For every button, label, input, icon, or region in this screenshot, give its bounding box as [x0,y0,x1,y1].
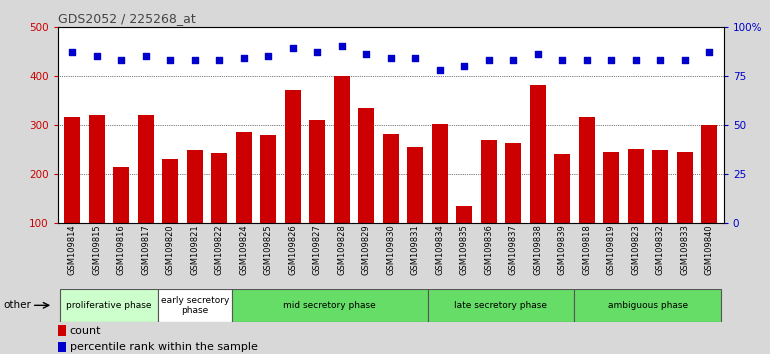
Point [507,57,520,63]
Bar [310,120,325,223]
Bar [285,90,301,223]
Point [703,49,715,55]
Bar [603,152,619,223]
Bar [574,289,721,322]
Point [581,57,593,63]
Point [286,45,299,51]
Bar [58,325,65,336]
Bar [407,147,424,223]
Text: percentile rank within the sample: percentile rank within the sample [70,342,258,352]
Bar [212,153,227,223]
Point [605,57,618,63]
Bar [334,76,350,223]
Bar [58,342,65,353]
Point [164,57,176,63]
Text: ambiguous phase: ambiguous phase [608,301,688,310]
Point [458,63,470,69]
Point [91,53,103,59]
Bar [628,149,644,223]
Bar [457,206,472,223]
Bar [677,152,692,223]
Bar [162,159,179,223]
Point [434,67,446,73]
Bar [427,289,574,322]
Bar [65,118,80,223]
Bar [652,150,668,223]
Bar [138,115,154,223]
Bar [232,289,427,322]
Bar [260,135,276,223]
Point [311,49,323,55]
Bar [89,115,105,223]
Point [336,44,348,49]
Point [213,57,226,63]
Bar [530,85,546,223]
Point [483,57,495,63]
Point [384,55,397,61]
Point [262,53,274,59]
Bar [432,124,447,223]
Bar [701,125,717,223]
Text: count: count [70,326,101,336]
Bar [480,139,497,223]
Point [678,57,691,63]
Point [189,57,201,63]
Text: other: other [4,300,32,310]
Bar [187,150,203,223]
Bar [579,118,594,223]
Text: mid secretory phase: mid secretory phase [283,301,376,310]
Point [630,57,642,63]
Text: late secretory phase: late secretory phase [454,301,547,310]
Point [66,49,79,55]
Bar [554,154,570,223]
Bar [505,143,521,223]
Bar [113,166,129,223]
Text: early secretory
phase: early secretory phase [161,296,229,315]
Bar [383,133,399,223]
Bar [158,289,232,322]
Point [139,53,152,59]
Bar [236,132,252,223]
Point [654,57,666,63]
Text: GDS2052 / 225268_at: GDS2052 / 225268_at [58,12,196,25]
Point [556,57,568,63]
Point [360,51,373,57]
Text: proliferative phase: proliferative phase [66,301,152,310]
Point [238,55,250,61]
Point [531,51,544,57]
Point [116,57,128,63]
Bar [358,108,374,223]
Point [409,55,421,61]
Bar [60,289,158,322]
